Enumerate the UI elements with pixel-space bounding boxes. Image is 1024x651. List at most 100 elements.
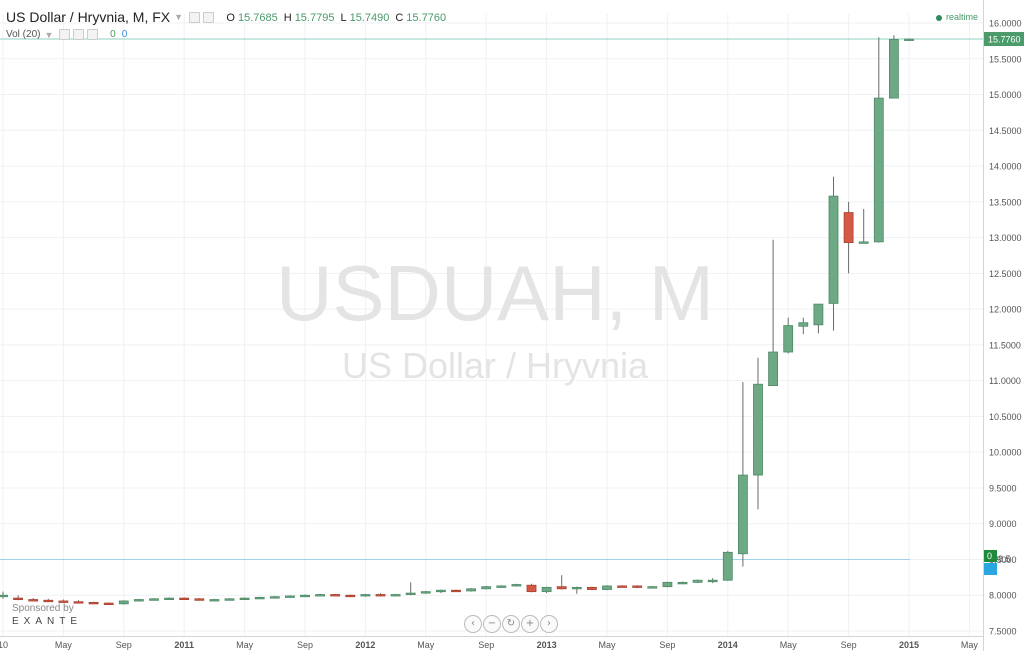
settings-icon[interactable] [189,11,201,23]
candle-body [420,591,431,594]
x-tick-label: 2012 [355,640,375,650]
x-tick-label: May [780,640,798,650]
ohlc-key: C [395,11,404,24]
candle-body [179,597,190,600]
x-tick-label: Sep [116,640,132,650]
x-tick-label: May [55,640,73,650]
chevron-down-icon[interactable]: ▼ [44,29,54,40]
plus-icon[interactable]: + [521,615,539,633]
candle-body [133,599,144,602]
candle-body [738,474,748,555]
x-tick-label: 2015 [899,640,919,650]
last-price-label: 15.7760 [988,35,1021,45]
y-tick-label: 15.5000 [989,54,1022,64]
settings-icon[interactable] [59,29,71,40]
candle-body [435,589,446,593]
candle-body [360,594,371,597]
candle-body [526,584,537,593]
close-icon[interactable] [87,29,99,40]
candle-body [602,585,612,590]
candle-body [587,586,597,590]
candle-body [904,38,914,41]
y-tick-label: 11.5000 [989,340,1021,350]
candle-body [632,585,643,588]
reset-icon[interactable]: ↻ [502,615,520,633]
x-tick-label: May [236,640,254,650]
sponsor-logo[interactable]: EXANTE [12,616,83,627]
candle-body [118,600,129,605]
y-tick-label: 16.0000 [989,19,1022,29]
volume-label[interactable]: Vol (20) [6,29,41,40]
ohlc-key: O [226,11,235,24]
volume-badge-label: 0 [987,551,992,561]
volume-ma-badge [984,563,997,575]
candle-body [647,586,658,589]
chevron-right-icon[interactable]: › [540,615,558,633]
zoom-controls: ‹ − ↻ + › [464,613,559,633]
ohlc-value: 15.7685 [237,11,278,24]
ma-value-label: 8.5 [998,554,1011,564]
hide-icon[interactable] [73,29,85,40]
candle-body [254,596,265,600]
x-tick-label: 2013 [537,640,557,650]
candle-body [813,303,824,326]
candle-body [662,581,673,588]
chevron-left-icon[interactable]: ‹ [464,615,482,633]
ohlc-value: 15.7795 [294,11,335,24]
candle-body [345,594,356,598]
hide-icon[interactable] [203,11,215,23]
candle-body [707,579,718,583]
symbol-legend: US Dollar / Hryvnia, M, FX ▼ O 15.7685 H 15.… [6,9,446,25]
y-tick-label: 9.5000 [989,483,1017,493]
candle-body [330,594,341,597]
candle-body [405,592,416,595]
watermark-symbol: USDUAH, M [276,249,714,337]
x-tick-label: May [417,640,435,650]
realtime-indicator: realtime [936,12,978,22]
horizontal-lines [0,38,983,560]
candle-body [300,594,310,598]
ohlc-value: 15.7490 [349,11,390,24]
candle-body [783,325,794,353]
candle-body [511,584,522,587]
x-tick-label: Sep [841,640,857,650]
chevron-down-icon[interactable]: ▼ [174,12,184,22]
x-tick-label: Sep [478,640,494,650]
candle-body [28,599,39,602]
candle-body [541,586,552,593]
candle-body [617,585,627,588]
y-tick-label: 10.5000 [989,412,1022,422]
candle-body [481,586,492,590]
x-tick-label: Sep [297,640,313,650]
candle-body [73,601,84,604]
candle-body [13,597,24,600]
candle-body [103,602,114,606]
candle-body [209,599,220,602]
realtime-label: realtime [946,12,979,22]
y-tick-label: 11.0000 [989,376,1021,386]
y-tick-label: 12.5000 [989,269,1022,279]
candle-body [692,579,703,583]
y-tick-label: 12.0000 [989,305,1022,315]
candle-body [889,39,899,99]
watermark-description: US Dollar / Hryvnia [342,345,649,386]
minus-icon[interactable]: − [483,615,501,633]
candle-body [556,586,567,590]
ohlc-values: O 15.7685 H 15.7795 L 15.7490 C 15.7760 [220,10,446,24]
sponsor-block[interactable]: Sponsored by EXANTE [12,603,82,627]
y-tick-label: 14.5000 [989,126,1022,136]
ohlc-key: L [340,11,347,24]
y-tick-label: 8.5000 [989,555,1017,565]
candle-body [284,595,295,598]
ohlc-key: H [283,11,292,24]
candle-body [451,589,461,593]
candle-body [315,594,326,597]
x-tick-label: Sep [659,640,675,650]
candle-body [843,212,854,243]
symbol-title[interactable]: US Dollar / Hryvnia, M, FX [6,9,171,25]
ohlc-value: 15.7760 [406,11,447,24]
x-tick-label: 2014 [718,640,738,650]
